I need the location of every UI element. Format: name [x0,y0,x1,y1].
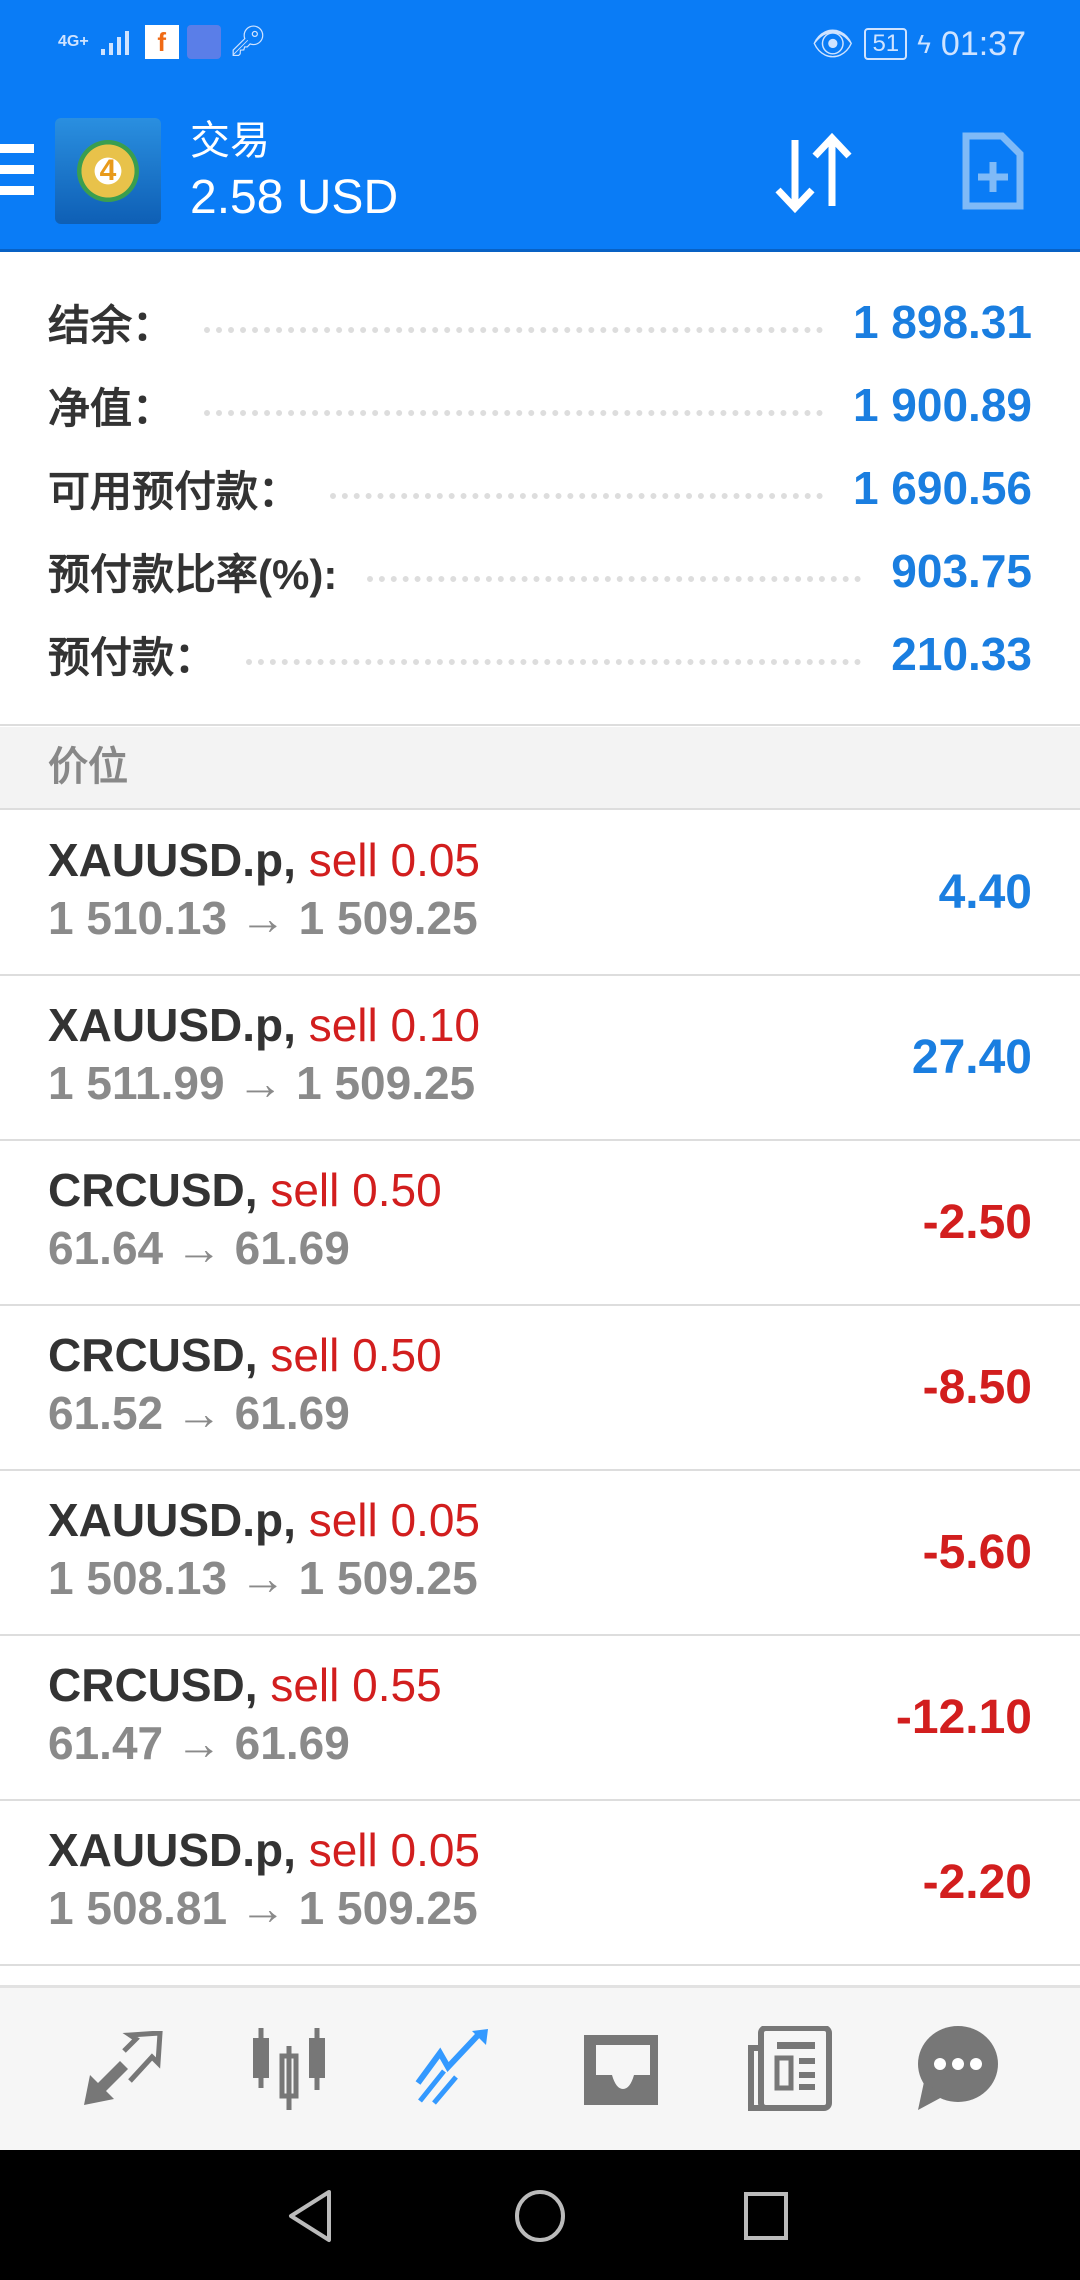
label: 可用预付款： [48,467,301,515]
clock: 01:37 [940,24,1026,63]
trade-prices: 1 510.13 → 1 509.25 [48,892,478,944]
trade-prices: 1 511.99 → 1 509.25 [48,1057,476,1109]
page-title: 交易 [190,119,270,163]
new-order-icon[interactable] [960,132,1024,212]
profit-total: 2.58 USD [190,171,399,224]
trade-prices: 61.52 → 61.69 [48,1387,350,1439]
toolbar: 4 交易 2.58 USD [0,92,1080,252]
system-navigation-bar [0,2150,1080,2280]
symbol: XAUUSD.p, [48,834,296,886]
symbol: CRCUSD, [48,1659,258,1711]
sort-icon[interactable] [770,130,860,216]
trade-profit: -12.10 [895,1691,1032,1744]
trade-profit: -2.20 [922,1856,1032,1909]
value: 210.33 [891,628,1032,680]
symbol: XAUUSD.p, [48,1824,296,1876]
history-icon[interactable] [578,2024,668,2114]
app-notification-icon: f [144,24,179,59]
quotes-icon[interactable] [78,2024,168,2114]
charging-icon: ϟ [917,28,931,59]
label: 结余： [48,301,175,349]
section-header-positions: 价位 [0,727,1080,810]
trade-action: sell 0.05 [308,1824,481,1876]
trade-action: sell 0.05 [308,1494,481,1546]
label: 净值： [48,384,175,432]
trade-profit: -2.50 [922,1196,1032,1249]
eye-icon: 👁︎ [811,25,855,63]
trade-action: sell 0.05 [308,834,481,886]
trade-prices: 1 508.13 → 1 509.25 [48,1552,478,1604]
symbol: CRCUSD, [48,1164,258,1216]
app-notification-icon [186,24,221,59]
news-icon[interactable] [745,2024,835,2114]
chat-icon[interactable] [912,2024,1002,2114]
trade-row[interactable]: XAUUSD.p, sell 0.10 1 511.99 → 1 509.25 … [0,976,1080,1141]
trade-row[interactable]: XAUUSD.p, sell 0.05 1 510.13 → 1 509.25 … [0,811,1080,976]
menu-icon[interactable] [0,144,34,207]
summary-row-equity: 净值： 1 900.89 [48,375,1032,435]
trade-action: sell 0.50 [270,1329,442,1381]
symbol: XAUUSD.p, [48,999,296,1051]
signal-bars-icon [100,30,129,55]
trade-prices: 1 508.81 → 1 509.25 [48,1882,478,1934]
summary-row-balance: 结余： 1 898.31 [48,292,1032,352]
trade-icon[interactable] [412,2024,502,2114]
home-icon[interactable] [512,2188,568,2244]
trade-row[interactable]: CRCUSD, sell 0.55 61.47 → 61.69 -12.10 [0,1636,1080,1801]
trade-symbol: XAUUSD.p, sell 0.05 [48,833,480,887]
value: 1 690.56 [852,462,1032,514]
chart-icon[interactable] [245,2024,335,2114]
trade-symbol: XAUUSD.p, sell 0.10 [48,998,480,1052]
value: 903.75 [891,545,1032,597]
trade-profit: 27.40 [911,1031,1032,1084]
bottom-navigation [0,1985,1080,2150]
symbol: CRCUSD, [48,1329,258,1381]
key-icon: 🔑︎ [228,25,267,58]
trade-row[interactable]: XAUUSD.p, sell 0.05 1 508.13 → 1 509.25 … [0,1471,1080,1636]
trade-symbol: CRCUSD, sell 0.50 [48,1163,442,1217]
trade-symbol: XAUUSD.p, sell 0.05 [48,1493,480,1547]
value: 1 898.31 [852,296,1032,348]
trade-action: sell 0.10 [308,999,481,1051]
trade-profit: -5.60 [922,1526,1032,1579]
recents-icon[interactable] [742,2190,792,2242]
trade-profit: -8.50 [922,1361,1032,1414]
battery-icon: 51 [864,28,908,60]
signal-icon: 4G+ [58,32,89,50]
trade-row[interactable]: CRCUSD, sell 0.50 61.52 → 61.69 -8.50 [0,1306,1080,1471]
account-summary: 结余： 1 898.31 净值： 1 900.89 可用预付款： 1 690.56 预… [0,252,1080,726]
trade-symbol: CRCUSD, sell 0.50 [48,1328,442,1382]
trade-prices: 61.64 → 61.69 [48,1222,350,1274]
label: 预付款： [48,633,217,681]
trade-symbol: XAUUSD.p, sell 0.05 [48,1823,480,1877]
summary-row-margin-level: 预付款比率(%): 903.75 [48,541,1032,601]
trade-row[interactable]: CRCUSD, sell 0.50 61.64 → 61.69 -2.50 [0,1141,1080,1306]
trade-action: sell 0.50 [270,1164,442,1216]
value: 1 900.89 [852,379,1032,431]
summary-row-free-margin: 可用预付款： 1 690.56 [48,458,1032,518]
trade-symbol: CRCUSD, sell 0.55 [48,1658,442,1712]
label: 预付款比率(%): [48,550,338,598]
back-icon[interactable] [285,2188,335,2244]
symbol: XAUUSD.p, [48,1494,296,1546]
summary-row-margin: 预付款： 210.33 [48,624,1032,684]
trade-prices: 61.47 → 61.69 [48,1717,350,1769]
mt4-logo: 4 [55,118,161,224]
trade-profit: 4.40 [938,866,1032,919]
trade-row[interactable]: XAUUSD.p, sell 0.05 1 508.81 → 1 509.25 … [0,1801,1080,1966]
trade-action: sell 0.55 [270,1659,442,1711]
status-bar: 4G+ f 🔑︎ 👁︎ 51 ϟ 01:37 [0,0,1080,92]
